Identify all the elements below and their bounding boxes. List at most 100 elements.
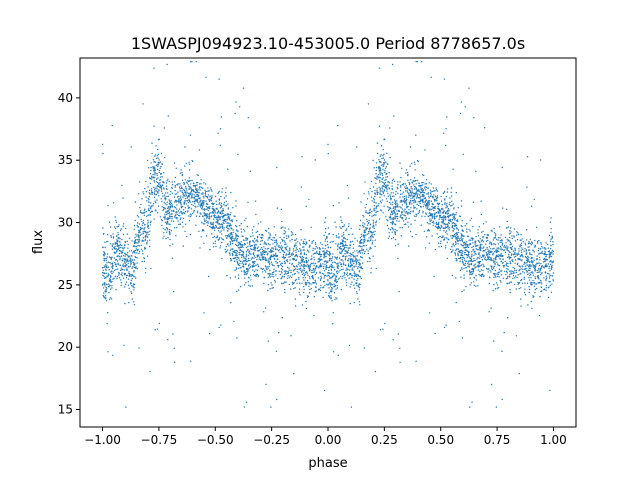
data-point <box>530 271 532 274</box>
data-point <box>127 243 129 246</box>
data-point <box>112 354 114 356</box>
data-point <box>528 259 530 261</box>
data-point <box>107 312 109 314</box>
data-point <box>482 247 484 249</box>
data-point <box>128 287 130 289</box>
data-point <box>237 235 239 237</box>
data-point <box>457 229 460 231</box>
data-point <box>529 261 531 263</box>
data-point <box>359 241 361 243</box>
data-point <box>130 285 133 287</box>
data-point <box>260 268 262 270</box>
data-point <box>375 162 378 164</box>
data-point <box>242 256 245 258</box>
data-point <box>268 273 270 275</box>
data-point <box>206 215 208 217</box>
data-point <box>342 232 345 234</box>
data-point <box>462 230 465 232</box>
data-point <box>531 307 533 310</box>
data-point <box>240 223 242 225</box>
data-point <box>497 255 500 258</box>
data-point <box>428 204 430 206</box>
data-point <box>487 239 489 242</box>
data-point <box>471 401 473 403</box>
data-point <box>458 231 460 234</box>
data-point <box>135 235 137 237</box>
data-point <box>242 239 245 241</box>
data-point <box>145 234 147 237</box>
data-point <box>163 127 165 129</box>
data-point <box>291 232 293 234</box>
data-point <box>292 250 295 252</box>
data-point <box>273 237 276 239</box>
data-point <box>133 225 136 227</box>
data-point <box>347 260 349 262</box>
data-point <box>202 193 204 195</box>
data-point <box>482 223 485 225</box>
data-point <box>210 200 213 202</box>
data-point <box>494 260 496 263</box>
data-point <box>190 197 192 199</box>
data-point <box>428 182 430 184</box>
data-point <box>358 275 360 278</box>
data-point <box>142 103 144 105</box>
data-point <box>104 282 106 284</box>
data-point <box>225 200 227 202</box>
data-point <box>203 218 206 220</box>
data-point <box>246 260 248 263</box>
data-point <box>247 281 249 283</box>
data-point <box>188 185 190 188</box>
data-point <box>427 187 429 189</box>
data-point <box>508 253 510 256</box>
data-point <box>290 276 293 279</box>
data-point <box>312 271 314 273</box>
data-point <box>179 190 181 192</box>
data-point <box>428 242 431 244</box>
data-point <box>353 284 355 286</box>
data-point <box>327 272 329 274</box>
data-point <box>235 244 238 246</box>
data-point <box>154 154 157 156</box>
data-point <box>540 243 542 245</box>
data-point <box>287 271 289 273</box>
data-point <box>286 266 289 269</box>
data-point <box>358 287 361 289</box>
data-point <box>527 304 529 306</box>
data-point <box>340 289 343 291</box>
data-point <box>131 259 134 261</box>
data-point <box>208 332 211 335</box>
data-point <box>220 237 222 239</box>
data-point <box>466 254 468 256</box>
data-point <box>221 241 223 244</box>
data-point <box>241 254 243 257</box>
data-point <box>159 167 161 169</box>
data-point <box>117 268 119 270</box>
data-point <box>236 252 238 254</box>
data-point <box>160 187 162 189</box>
data-point <box>276 207 278 209</box>
data-point <box>521 265 523 267</box>
data-point <box>305 257 307 259</box>
data-point <box>371 242 374 244</box>
data-point <box>485 240 488 242</box>
data-point <box>322 287 324 289</box>
data-point <box>343 225 345 228</box>
data-point <box>129 282 132 284</box>
data-point <box>358 262 360 264</box>
data-point <box>489 243 491 245</box>
data-point <box>333 283 335 285</box>
data-point <box>142 219 145 222</box>
data-point <box>223 197 226 199</box>
data-point <box>508 282 510 284</box>
data-point <box>318 260 320 263</box>
data-point <box>299 248 301 250</box>
data-point <box>317 266 319 268</box>
data-point <box>243 263 245 265</box>
data-point <box>544 264 547 266</box>
data-point <box>335 257 337 259</box>
data-point <box>144 187 146 190</box>
data-point <box>471 251 473 253</box>
data-point <box>425 212 427 214</box>
data-point <box>178 223 180 226</box>
data-point <box>133 283 136 286</box>
